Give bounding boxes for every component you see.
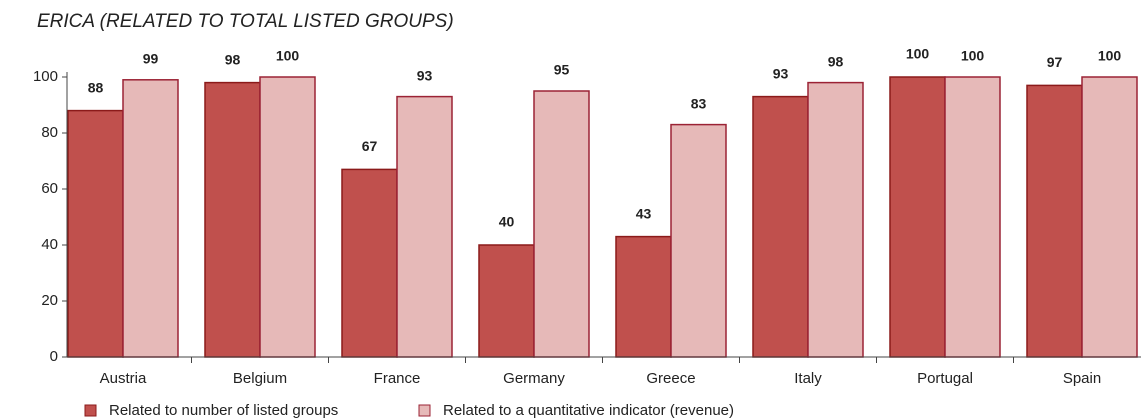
legend-label: Related to number of listed groups — [109, 402, 338, 419]
y-tick-label: 40 — [41, 236, 58, 253]
y-tick-label: 0 — [50, 348, 58, 365]
bar — [1081, 76, 1138, 358]
bar — [889, 76, 946, 358]
chart-title: ERICA (RELATED TO TOTAL LISTED GROUPS) — [37, 11, 454, 32]
y-tick-label: 80 — [41, 124, 58, 141]
x-tick-label: France — [374, 370, 421, 387]
bar — [478, 244, 535, 358]
bar — [807, 81, 864, 358]
value-label: 95 — [554, 62, 570, 78]
legend-swatch — [84, 404, 97, 417]
bar — [259, 76, 316, 358]
bar — [670, 123, 727, 358]
y-tick-label: 60 — [41, 180, 58, 197]
bar — [341, 168, 398, 358]
value-label: 93 — [417, 67, 433, 83]
bar — [67, 109, 124, 358]
value-label: 98 — [828, 53, 844, 69]
value-label: 83 — [691, 95, 707, 111]
value-label: 98 — [225, 51, 241, 67]
value-label: 67 — [362, 138, 378, 154]
bar — [615, 235, 672, 358]
value-label: 93 — [773, 65, 789, 81]
value-label: 100 — [276, 48, 300, 64]
y-tick-label: 20 — [41, 292, 58, 309]
value-label: 40 — [499, 214, 515, 230]
x-tick-label: Greece — [646, 370, 695, 387]
bar — [533, 90, 590, 358]
value-label: 88 — [88, 79, 104, 95]
value-label: 97 — [1047, 54, 1063, 70]
y-tick-label: 100 — [33, 68, 58, 85]
value-label: 100 — [961, 48, 985, 64]
value-label: 100 — [1098, 48, 1122, 64]
x-tick-label: Spain — [1063, 370, 1101, 387]
bar — [944, 76, 1001, 358]
x-tick-label: Germany — [503, 370, 565, 387]
value-label: 99 — [143, 51, 159, 67]
x-tick-label: Portugal — [917, 370, 973, 387]
bar — [396, 95, 453, 358]
bar — [204, 81, 261, 358]
legend-label: Related to a quantitative indicator (rev… — [443, 402, 734, 419]
legend-swatch — [418, 404, 431, 417]
x-tick-label: Austria — [100, 370, 147, 387]
x-tick-label: Belgium — [233, 370, 287, 387]
bar — [122, 79, 179, 358]
bar — [1026, 84, 1083, 358]
bar — [752, 95, 809, 358]
x-tick-label: Italy — [794, 370, 822, 387]
value-label: 43 — [636, 205, 652, 221]
value-label: 100 — [906, 46, 930, 62]
